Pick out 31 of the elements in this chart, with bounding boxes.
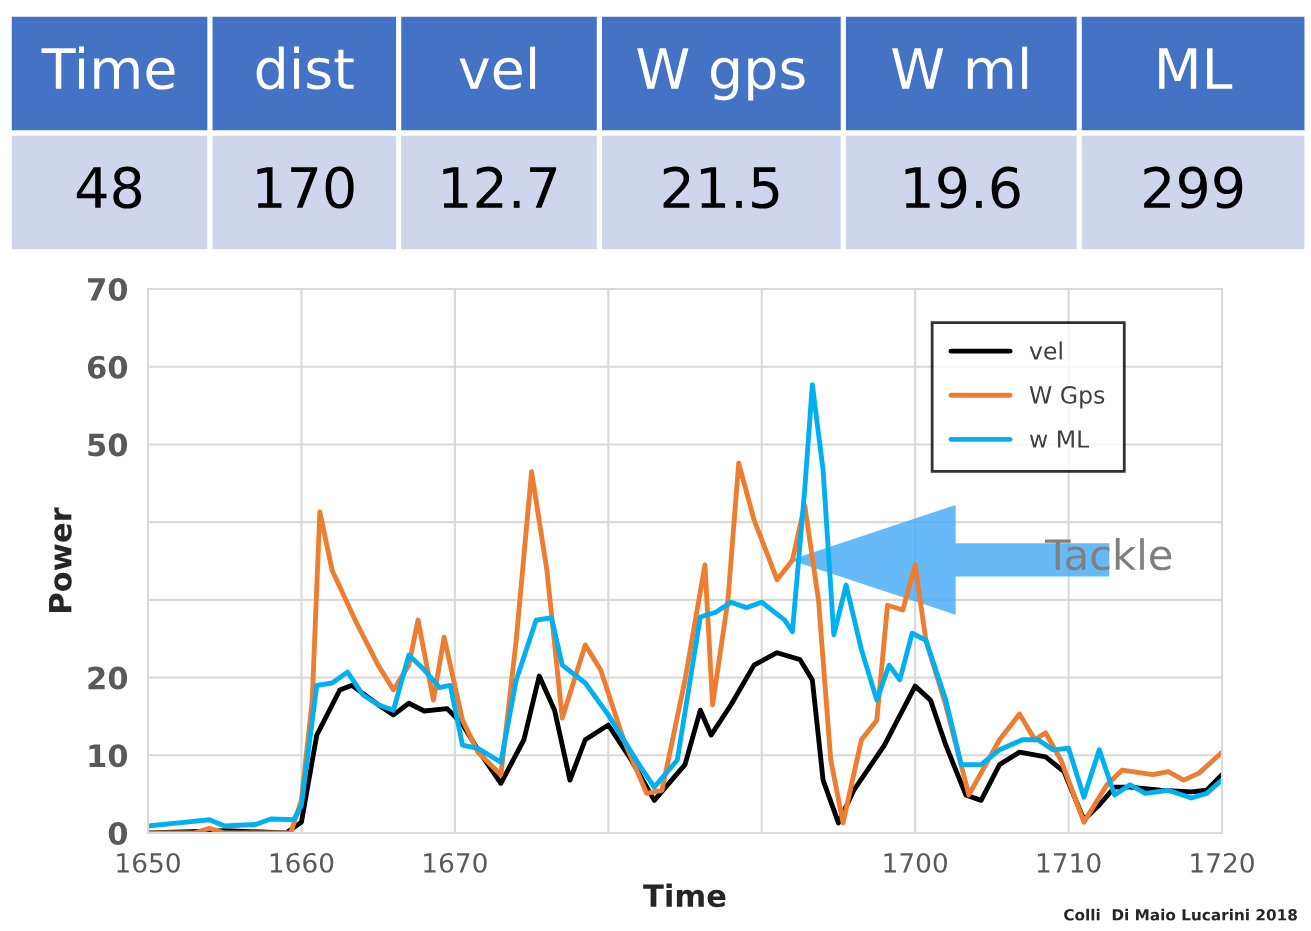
category-label: Time xyxy=(41,46,175,90)
data-label: 19.6 xyxy=(905,166,1020,209)
y-tick-label: 10 xyxy=(89,744,128,768)
data-label: 170 xyxy=(257,166,354,209)
x-tick-label: 1650 xyxy=(117,852,180,873)
y-axis-title: Power xyxy=(49,507,72,612)
x-tick-label: 1710 xyxy=(1037,852,1101,873)
y-tick-label: 60 xyxy=(87,355,128,379)
data-label: 12.7 xyxy=(443,166,557,208)
x-axis-title: Time xyxy=(643,883,726,908)
category-label: W gps xyxy=(637,48,805,101)
line-series xyxy=(148,382,1222,829)
y-tick-label: 20 xyxy=(88,666,128,690)
legend-label: vel xyxy=(1029,341,1062,360)
y-tick-label: 50 xyxy=(88,433,128,457)
data-label: 299 xyxy=(1144,166,1243,209)
category-label: vel xyxy=(459,46,536,90)
category-label: dist xyxy=(256,46,354,90)
x-tick-label: 1660 xyxy=(270,852,334,873)
category-label: W ml xyxy=(892,46,1028,89)
x-tick-label: 1670 xyxy=(424,852,487,873)
legend-label: W Gps xyxy=(1029,385,1105,409)
y-tick-label: 70 xyxy=(88,277,128,302)
data-label: 21.5 xyxy=(663,166,779,209)
data-label: 48 xyxy=(76,166,142,209)
x-tick-label: 1700 xyxy=(884,852,947,873)
category-label: ML xyxy=(1159,48,1233,89)
legend-label: w ML xyxy=(1029,430,1090,448)
x-tick-label: 1720 xyxy=(1191,852,1254,873)
y-tick-label: 0 xyxy=(108,821,128,846)
text: Colli Di Maio Lucarini 2018 xyxy=(1064,908,1297,921)
